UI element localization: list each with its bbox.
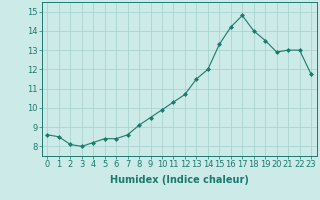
X-axis label: Humidex (Indice chaleur): Humidex (Indice chaleur)	[110, 175, 249, 185]
